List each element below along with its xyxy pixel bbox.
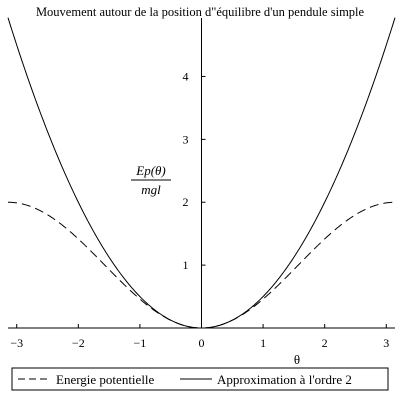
y-axis-label: Ep(θ) mgl xyxy=(131,163,171,197)
x-tick-label: −2 xyxy=(72,336,85,350)
y-tick-label: 4 xyxy=(183,69,189,83)
series-line-2 xyxy=(7,17,396,329)
x-tick-label: −3 xyxy=(10,336,23,350)
x-tick-label: 2 xyxy=(322,336,328,350)
x-tick-label: −1 xyxy=(134,336,147,350)
x-axis-label: θ xyxy=(294,352,300,367)
y-ticks: 1 2 3 4 xyxy=(183,69,206,272)
legend-label-series-2: Approximation à l'ordre 2 xyxy=(217,372,352,387)
y-tick-label: 1 xyxy=(183,258,189,272)
x-tick-label: 0 xyxy=(199,336,205,350)
x-tick-label: 3 xyxy=(383,336,389,350)
x-tick-label: 1 xyxy=(260,336,266,350)
y-axis-label-denominator: mgl xyxy=(141,182,161,197)
y-axis-label-numerator: Ep(θ) xyxy=(135,163,166,178)
legend-box xyxy=(11,367,389,391)
legend: Energie potentielle Approximation à l'or… xyxy=(11,367,389,391)
y-tick-label: 2 xyxy=(183,195,189,209)
plot-lines xyxy=(7,17,396,329)
series-line-1 xyxy=(7,201,396,329)
x-ticks: −3 −2 −1 0 1 2 3 xyxy=(10,324,389,350)
axes: −3 −2 −1 0 1 2 3 1 2 3 4 xyxy=(8,18,395,350)
legend-label-series-1: Energie potentielle xyxy=(56,372,155,387)
chart-title: Mouvement autour de la position d"équili… xyxy=(36,5,365,19)
y-tick-label: 3 xyxy=(183,132,189,146)
